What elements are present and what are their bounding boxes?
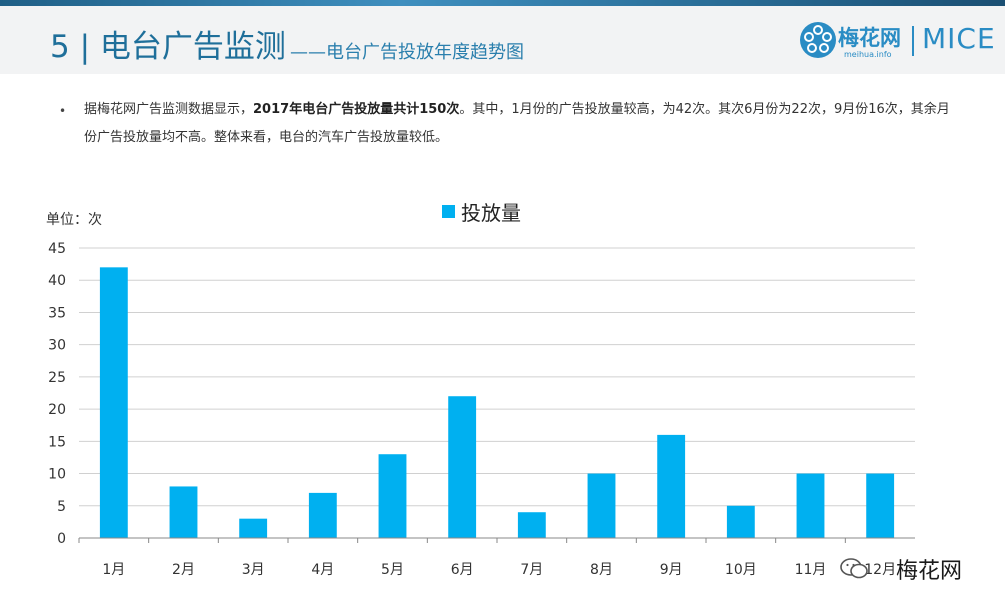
y-tick-label: 20 <box>48 402 66 418</box>
chat-bubble-icon <box>840 558 868 579</box>
x-tick-label: 8月 <box>590 562 613 578</box>
x-tick-label: 4月 <box>311 562 334 578</box>
y-tick-label: 25 <box>48 370 66 386</box>
y-tick-label: 30 <box>48 338 66 354</box>
bar-1 <box>99 267 128 538</box>
summary-bold: 2017年电台广告投放量共计150次 <box>253 102 460 117</box>
chart-bars <box>99 267 895 538</box>
x-tick-label: 6月 <box>451 562 474 578</box>
bar-7 <box>517 512 546 538</box>
x-tick-label: 3月 <box>242 562 265 578</box>
y-axis-unit-label: 单位：次 <box>46 212 102 228</box>
chart-gridlines <box>79 247 915 507</box>
y-tick-label: 10 <box>48 467 66 483</box>
bar-6 <box>448 396 477 538</box>
bar-11 <box>796 473 825 538</box>
bar-chart: 单位：次 投放量 0 5 10 15 20 25 30 35 40 45 1月 2月 3月 4月 5月 6月… <box>46 201 915 578</box>
x-tick-label: 9月 <box>660 562 683 578</box>
bullet-dot-icon: • <box>59 104 67 118</box>
bar-8 <box>587 473 616 538</box>
y-tick-label: 45 <box>48 241 66 257</box>
legend-label: 投放量 <box>461 201 521 225</box>
legend-swatch <box>442 205 455 218</box>
watermark-text: 梅花网 <box>896 559 963 584</box>
y-tick-label: 40 <box>48 273 66 289</box>
summary-part2: 。其中，1月份的广告投放量较高，为42次。其次6月份为22次，9月份16次，其余… <box>84 102 950 145</box>
x-tick-label: 5月 <box>381 562 404 578</box>
top-decor-strip <box>0 0 1005 6</box>
x-tick-label: 1月 <box>102 562 125 578</box>
logo-name: 梅花网 <box>838 26 901 50</box>
bar-2 <box>169 486 198 538</box>
logo-url: meihua.info <box>844 50 892 59</box>
x-tick-label: 7月 <box>520 562 543 578</box>
logo-divider <box>912 26 914 56</box>
chart-legend: 投放量 <box>442 201 521 225</box>
y-tick-label: 5 <box>57 499 66 515</box>
y-tick-label: 0 <box>57 531 66 547</box>
page-title: 5 | 电台广告监测 <box>50 29 286 65</box>
page-subtitle: ——电台广告投放年度趋势图 <box>290 42 524 63</box>
y-tick-label: 35 <box>48 305 66 321</box>
summary-part1: 据梅花网广告监测数据显示， <box>84 102 254 117</box>
x-tick-label: 10月 <box>725 562 757 578</box>
bar-10 <box>726 505 755 538</box>
logo-mice: MICE <box>922 22 996 55</box>
y-tick-label: 15 <box>48 434 66 450</box>
wechat-watermark: 梅花网 <box>840 553 1000 584</box>
slide-header: 5 | 电台广告监测 ——电台广告投放年度趋势图 梅花网 meihua.info… <box>0 6 1005 74</box>
bar-12 <box>866 473 895 538</box>
x-tick-label: 11月 <box>795 562 827 578</box>
bar-9 <box>657 434 686 538</box>
bar-5 <box>378 454 407 538</box>
x-axis-ticks: 1月 2月 3月 4月 5月 6月 7月 8月 9月 10月 11月 12月 <box>78 538 896 578</box>
bar-3 <box>239 518 268 538</box>
brand-logo: 梅花网 meihua.info MICE <box>800 20 1000 68</box>
bar-4 <box>308 492 337 538</box>
plum-flower-icon <box>800 22 836 58</box>
summary-text: 据梅花网广告监测数据显示，2017年电台广告投放量共计150次。其中，1月份的广… <box>84 96 954 152</box>
x-tick-label: 2月 <box>172 562 195 578</box>
y-axis-ticks: 0 5 10 15 20 25 30 35 40 45 <box>48 241 66 547</box>
x-tick-label: 12月 <box>864 562 896 578</box>
